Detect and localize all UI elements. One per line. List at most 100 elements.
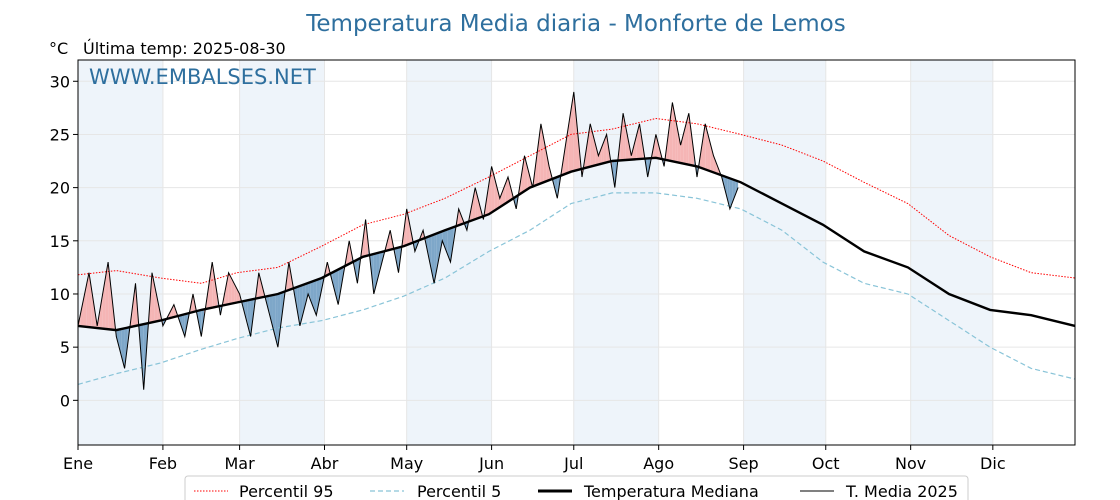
y-axis: 0 5 10 15 20 25 30 xyxy=(50,72,78,410)
fill-below-median xyxy=(140,324,144,390)
fill-above-median xyxy=(171,304,174,318)
x-tick-label: Abr xyxy=(311,454,339,473)
fill-below-median xyxy=(245,300,248,326)
x-tick-label: Feb xyxy=(149,454,177,473)
series-line-p95 xyxy=(77,117,1076,284)
fill-below-median xyxy=(376,252,380,284)
fill-above-median xyxy=(209,262,213,309)
grid-lines xyxy=(77,60,1075,445)
fill-below-median xyxy=(302,284,306,316)
fill-above-median xyxy=(497,187,500,209)
fill-above-median xyxy=(538,123,541,185)
x-tick-label: Ene xyxy=(63,454,93,473)
fill-below-median xyxy=(332,270,336,294)
fill-above-median xyxy=(705,123,708,171)
fill-above-median xyxy=(477,198,481,219)
legend-label-median: Temperatura Mediana xyxy=(583,482,759,500)
fill-above-median xyxy=(576,120,580,171)
fill-above-median xyxy=(231,278,235,304)
fill-below-median xyxy=(266,295,270,316)
x-tick-label: Ago xyxy=(643,454,674,473)
fill-below-median xyxy=(735,180,739,195)
x-tick-label: Sep xyxy=(729,454,759,473)
fill-below-median xyxy=(119,328,122,358)
series-line-media-2025 xyxy=(77,91,739,390)
fill-below-median xyxy=(269,295,273,326)
fill-below-median xyxy=(729,178,733,209)
fill-below-median xyxy=(727,177,730,209)
fill-above-median xyxy=(212,262,215,308)
x-tick-label: May xyxy=(390,454,423,473)
fill-above-median xyxy=(151,272,155,323)
x-tick-label: Jul xyxy=(563,454,583,473)
fill-above-median xyxy=(228,272,232,305)
fill-above-median xyxy=(587,123,591,168)
fill-above-median xyxy=(99,293,103,329)
fill-above-median xyxy=(595,145,599,166)
fill-above-median xyxy=(91,290,95,328)
watermark: WWW.EMBALSES.NET xyxy=(89,65,316,89)
fill-below-median xyxy=(198,309,202,337)
legend-label-p5: Percentil 5 xyxy=(417,482,501,500)
fill-below-median xyxy=(182,314,185,337)
y-tick-label: 10 xyxy=(50,285,70,304)
fill-above-median xyxy=(108,262,111,330)
fill-above-median xyxy=(625,127,629,161)
x-tick-label: Mar xyxy=(225,454,256,473)
fill-above-median xyxy=(225,272,229,305)
legend-label-p95: Percentil 95 xyxy=(239,482,334,500)
fill-above-median xyxy=(546,152,550,182)
fill-above-median xyxy=(488,166,492,215)
legend-label-media2025: T. Media 2025 xyxy=(845,482,958,500)
x-tick-label: Nov xyxy=(895,454,926,473)
fill-above-median xyxy=(565,127,569,174)
y-tick-label: 25 xyxy=(50,125,70,144)
fill-above-median xyxy=(680,134,684,164)
x-tick-label: Oct xyxy=(812,454,840,473)
fill-below-median xyxy=(250,299,254,337)
month-band xyxy=(239,60,325,445)
fill-below-median xyxy=(428,235,432,271)
fill-below-median xyxy=(272,294,276,337)
month-band xyxy=(910,60,993,445)
fill-above-median xyxy=(634,134,637,160)
fill-above-median xyxy=(702,123,706,170)
fill-above-median xyxy=(105,262,109,330)
fill-above-median xyxy=(713,155,717,174)
last-temp-subtitle: Última temp: 2025-08-30 xyxy=(83,39,286,58)
fill-below-median xyxy=(277,292,281,348)
fill-above-median xyxy=(458,208,462,226)
fill-below-median xyxy=(316,279,320,316)
fill-below-median xyxy=(436,232,440,270)
fill-above-median xyxy=(86,272,89,328)
fill-below-median xyxy=(447,228,451,263)
month-band xyxy=(78,60,163,445)
fill-below-median xyxy=(697,159,700,177)
series-line-p5 xyxy=(77,192,1076,385)
fill-above-median xyxy=(686,113,689,165)
fill-below-median xyxy=(299,285,303,326)
y-tick-label: 0 xyxy=(60,391,70,410)
chart-title: Temperatura Media diaria - Monforte de L… xyxy=(305,11,845,37)
fill-above-median xyxy=(655,134,659,159)
fill-above-median xyxy=(475,187,478,220)
fill-above-median xyxy=(639,123,643,160)
fill-above-median xyxy=(592,134,596,166)
fill-above-median xyxy=(677,130,681,163)
fill-above-median xyxy=(527,166,530,190)
fill-above-median xyxy=(540,123,544,184)
plot-area-frame xyxy=(77,59,1076,446)
fill-below-median xyxy=(297,286,300,326)
fill-above-median xyxy=(499,191,503,208)
y-unit-label: °C xyxy=(49,39,68,58)
fill-above-median xyxy=(406,208,410,246)
fill-above-median xyxy=(710,145,714,173)
fill-below-median xyxy=(450,227,454,263)
legend: Percentil 95 Percentil 5 Temperatura Med… xyxy=(184,475,969,500)
y-tick-label: 5 xyxy=(60,338,70,357)
fill-below-median xyxy=(379,251,383,273)
fill-above-median xyxy=(508,176,511,202)
fill-below-median xyxy=(124,327,128,369)
fill-below-median xyxy=(338,268,341,305)
